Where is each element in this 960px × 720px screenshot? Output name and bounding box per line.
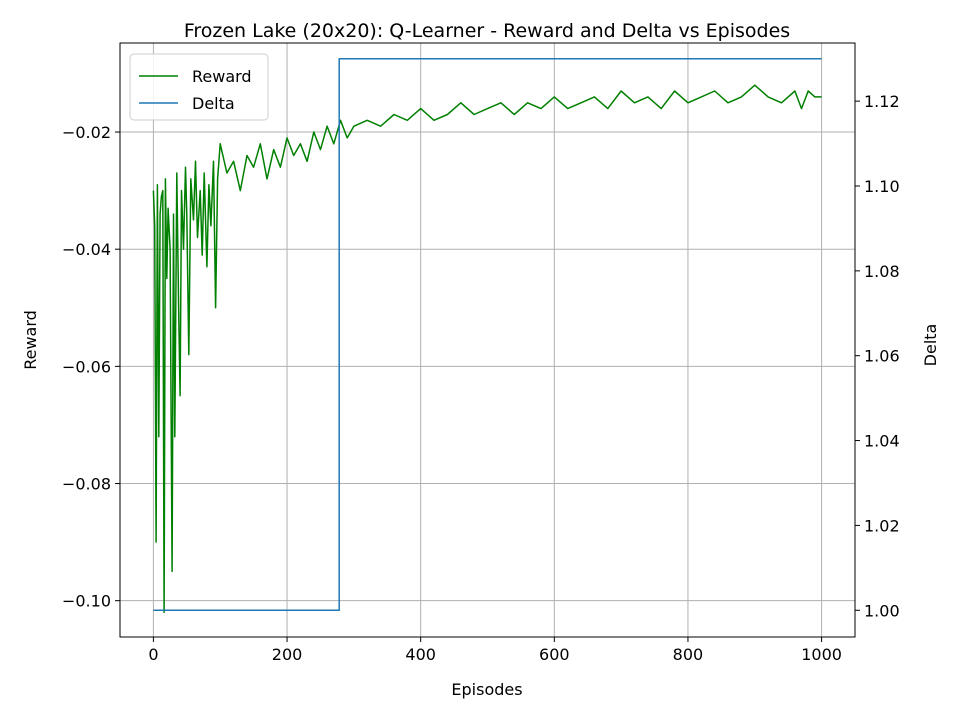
series-line-delta: [153, 57, 822, 612]
y-tick-label-1: −0.08: [62, 475, 111, 494]
y2-tick-label-5: 1.10: [864, 177, 900, 196]
y2-tick-label-6: 1.12: [864, 92, 900, 111]
chart-title: Frozen Lake (20x20): Q-Learner - Reward …: [184, 20, 790, 42]
x-tick-label-4: 800: [673, 645, 704, 664]
y-axis-label: Reward: [21, 310, 40, 370]
x-axis-ticks: 0 200 400 600 800 1000: [148, 637, 842, 664]
series-line-reward: [152, 84, 822, 614]
y2-axis-label: Delta: [921, 324, 940, 367]
legend-label-delta: Delta: [192, 94, 235, 113]
plot-area: [120, 43, 855, 637]
plot-frame: [119, 42, 856, 638]
series-layer: [152, 57, 822, 614]
y-tick-label-4: −0.02: [62, 123, 111, 142]
y2-tick-label-3: 1.06: [864, 347, 900, 366]
y2-tick-label-1: 1.02: [864, 516, 900, 535]
y2-tick-label-4: 1.08: [864, 262, 900, 281]
x-tick-label-3: 600: [539, 645, 570, 664]
legend-label-reward: Reward: [192, 67, 252, 86]
x-tick-label-5: 1000: [801, 645, 842, 664]
y2-tick-label-2: 1.04: [864, 432, 900, 451]
x-tick-label-2: 400: [405, 645, 436, 664]
x-axis-label: Episodes: [451, 680, 522, 699]
x-tick-label-0: 0: [148, 645, 158, 664]
y2-tick-label-0: 1.00: [864, 601, 900, 620]
y-axis-ticks: −0.10 −0.08 −0.06 −0.04 −0.02: [62, 123, 120, 611]
y-tick-label-0: −0.10: [62, 592, 111, 611]
x-tick-label-1: 200: [272, 645, 303, 664]
legend: Reward Delta: [129, 53, 269, 121]
y2-axis-ticks: 1.00 1.02 1.04 1.06 1.08 1.10 1.12: [855, 92, 900, 620]
y-tick-label-3: −0.04: [62, 240, 111, 259]
y-tick-label-2: −0.06: [62, 357, 111, 376]
grid: [120, 43, 855, 637]
